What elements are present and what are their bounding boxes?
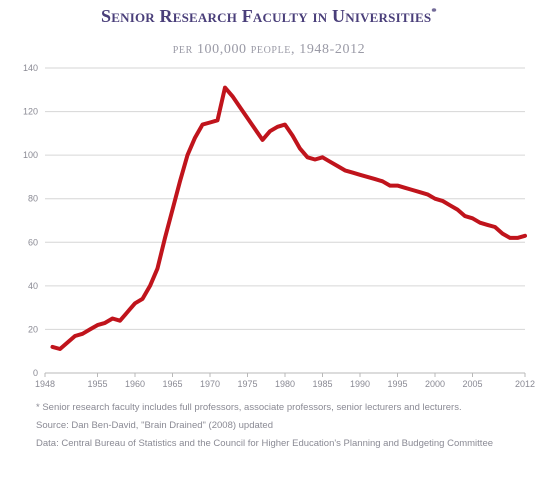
- data-point: [440, 199, 445, 203]
- y-tick-label: 100: [23, 150, 38, 160]
- chart-title: Senior Research Faculty in Universities*: [101, 6, 437, 26]
- data-point: [208, 120, 212, 125]
- data-point: [313, 157, 317, 162]
- y-tick-label: 140: [23, 63, 38, 73]
- title-asterisk: *: [431, 6, 437, 18]
- data-point: [178, 179, 182, 183]
- data-point: [193, 136, 197, 140]
- x-axis-ticks: 1948 1955 1960 1965 1970 1975 1980 1985 1990 1995…: [35, 373, 535, 389]
- data-point: [523, 234, 527, 238]
- data-point: [343, 168, 347, 172]
- data-point: [133, 301, 137, 305]
- y-tick-label: 80: [28, 194, 38, 204]
- data-point: [253, 127, 257, 131]
- data-point: [395, 184, 400, 188]
- x-tick-label: 1960: [125, 379, 145, 389]
- data-point: [365, 175, 370, 179]
- data-point: [515, 236, 520, 240]
- x-tick-label: 1948: [35, 379, 55, 389]
- data-point: [508, 236, 512, 240]
- data-point: [238, 105, 242, 109]
- y-tick-label: 40: [28, 281, 38, 291]
- y-tick-label: 60: [28, 237, 38, 247]
- data-point: [88, 327, 92, 332]
- data-point: [268, 129, 272, 133]
- x-tick-label: 1985: [312, 379, 332, 389]
- data-point: [493, 225, 497, 229]
- data-point: [380, 179, 385, 183]
- data-point: [140, 297, 145, 301]
- data-point: [320, 155, 325, 159]
- data-point: [223, 86, 227, 90]
- data-point: [260, 138, 265, 142]
- data-point: [230, 94, 235, 98]
- data-point: [215, 118, 220, 122]
- x-tick-label: 1980: [275, 379, 295, 389]
- data-point: [118, 319, 122, 323]
- x-tick-label: 1955: [87, 379, 107, 389]
- data-point: [418, 190, 422, 194]
- data-point: [148, 284, 152, 288]
- data-point: [65, 340, 70, 345]
- x-tick-label: 1965: [162, 379, 182, 389]
- data-point: [170, 208, 175, 212]
- chart-subtitle: per 100,000 people, 1948-2012: [172, 42, 366, 57]
- x-tick-label: 2012: [515, 379, 535, 389]
- data-note: Data: Central Bureau of Statistics and t…: [36, 438, 494, 449]
- source-note: Source: Dan Ben-David, "Brain Drained" (…: [36, 420, 273, 431]
- data-point: [95, 323, 100, 327]
- data-point: [73, 334, 77, 338]
- y-tick-label: 0: [33, 368, 38, 378]
- series-line: [50, 85, 527, 351]
- data-point: [410, 188, 415, 192]
- data-point: [455, 208, 460, 212]
- data-point: [275, 125, 280, 129]
- footnote: * Senior research faculty includes full …: [36, 402, 462, 413]
- data-point: [103, 321, 107, 325]
- x-tick-label: 1995: [387, 379, 407, 389]
- data-point: [50, 345, 55, 349]
- chart-gridlines: [45, 67, 525, 374]
- data-point: [80, 332, 85, 336]
- data-point: [500, 231, 505, 236]
- data-point: [335, 164, 340, 168]
- data-point: [125, 310, 130, 314]
- data-point: [463, 214, 467, 218]
- data-point: [485, 223, 490, 227]
- data-points: [50, 86, 527, 351]
- data-point: [245, 116, 250, 120]
- data-point: [185, 153, 190, 157]
- x-tick-label: 1990: [350, 379, 370, 389]
- data-point: [433, 197, 437, 201]
- data-point: [305, 155, 310, 159]
- data-point: [155, 266, 160, 271]
- y-tick-label: 120: [23, 107, 38, 117]
- data-point: [163, 236, 167, 240]
- data-point: [448, 203, 452, 207]
- data-point: [290, 133, 295, 138]
- data-point: [328, 160, 332, 164]
- data-point: [200, 123, 205, 127]
- data-point: [403, 186, 407, 190]
- data-point: [478, 221, 482, 225]
- data-point: [298, 147, 302, 151]
- data-point: [388, 184, 392, 188]
- data-point: [110, 316, 115, 321]
- y-tick-label: 20: [28, 324, 38, 334]
- y-axis-ticks: 0 20 40 60 80 100 120 140: [23, 63, 38, 378]
- data-point: [358, 173, 362, 177]
- x-tick-label: 2000: [425, 379, 445, 389]
- data-point: [350, 170, 355, 175]
- data-point: [283, 123, 287, 127]
- data-point: [373, 177, 377, 181]
- data-point: [58, 347, 62, 351]
- x-tick-label: 1975: [237, 379, 257, 389]
- x-tick-label: 2005: [462, 379, 482, 389]
- data-point: [470, 216, 475, 220]
- x-tick-label: 1970: [200, 379, 220, 389]
- chart-notes: * Senior research faculty includes full …: [36, 402, 526, 456]
- data-point: [425, 192, 430, 196]
